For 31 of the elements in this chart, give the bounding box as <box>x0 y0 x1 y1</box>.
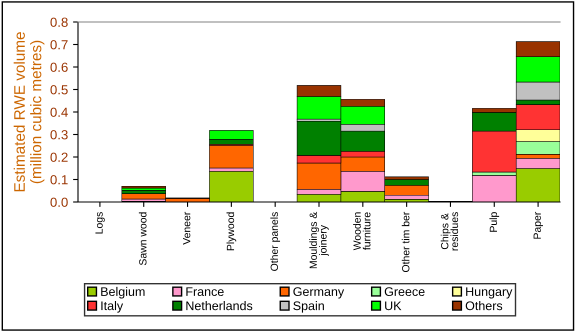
y-tick-label: 0.2 <box>50 152 68 162</box>
y-tick-label: 0.6 <box>50 62 68 72</box>
x-tick-label: Paper <box>534 212 543 239</box>
x-tick-label: Wooden furniture <box>353 212 370 250</box>
y-tick-label: 0.3 <box>50 130 68 140</box>
x-tick-label: Chips & residues <box>440 212 458 250</box>
x-tick-label: Sawn wood <box>138 212 147 266</box>
x-tick-label: Veneer <box>183 212 190 245</box>
legend-label: Netherlands <box>186 301 252 310</box>
legend-label: Greece <box>384 287 425 296</box>
y-tick-label: 0.4 <box>50 108 68 117</box>
x-tick-label: Mouldings & joinery <box>309 212 329 268</box>
legend-label: France <box>186 287 224 296</box>
y-tick-label: 0.1 <box>50 175 68 184</box>
y-tick-label: 0.0 <box>50 198 68 207</box>
x-tick-label: Other tim ber <box>402 212 410 272</box>
y-tick-label: 0.5 <box>50 85 68 94</box>
legend-label: Spain <box>293 301 324 313</box>
y-axis-title: Estimated RWE volume (million cubic metres) <box>14 32 44 192</box>
x-tick-label: Other panels <box>270 212 280 271</box>
y-tick-label: 0.8 <box>50 18 68 27</box>
legend-label: Hungary <box>466 287 512 299</box>
legend-label: Belgium <box>101 286 145 299</box>
legend-label: Germany <box>293 287 344 299</box>
x-tick-label: Pulp <box>489 212 500 232</box>
x-tick-label: Plywood <box>226 212 236 250</box>
legend-label: UK <box>385 301 402 310</box>
y-tick-label: 0.7 <box>50 40 68 50</box>
legend-label: Others <box>466 301 502 310</box>
legend-label: Italy <box>101 301 124 313</box>
x-tick-label: Logs <box>95 212 105 234</box>
